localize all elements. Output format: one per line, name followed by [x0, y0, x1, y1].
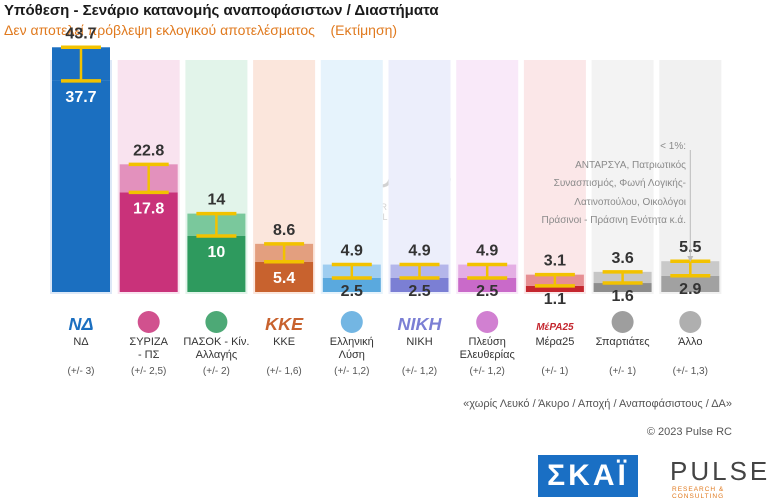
column-background: [523, 60, 586, 294]
category-label: ΚΚΕ: [273, 336, 295, 348]
margin-of-error: (+/- 2): [203, 366, 230, 377]
category-label: Ελευθερίας: [460, 349, 515, 361]
category-label: Μέρα25: [535, 336, 574, 348]
category-label: - ΠΣ: [138, 349, 160, 361]
party-logo-text: ΜέΡΑ25: [536, 322, 574, 333]
value-label-lower: 2.5: [341, 283, 363, 300]
party-logo-icon: [137, 311, 160, 333]
category-label: Αλλαγής: [196, 349, 237, 361]
margin-of-error: (+/- 1): [541, 366, 568, 377]
category-label: Πλεύση: [469, 336, 506, 348]
bar-lower: [390, 278, 449, 292]
margin-of-error: (+/- 1,2): [334, 366, 369, 377]
category-label: ΣΥΡΙΖΑ: [129, 336, 168, 348]
margin-of-error: (+/- 2,5): [131, 366, 166, 377]
note-connector-arrow: [687, 256, 694, 262]
note-line: < 1%:: [660, 141, 686, 152]
bar-lower: [458, 278, 517, 292]
value-label-lower: 2.5: [476, 283, 498, 300]
note-line: Πράσινοι - Πράσινη Ενότητα κ.ά.: [541, 215, 687, 226]
value-label-upper: 43.7: [65, 25, 96, 42]
margin-of-error: (+/- 3): [68, 366, 95, 377]
bar-lower: [322, 278, 381, 292]
exclusion-note: «χωρίς Λευκό / Άκυρο / Αποχή / Αναποφάσι…: [463, 398, 732, 410]
value-label-lower: 17.8: [133, 200, 164, 217]
bar-lower: [525, 285, 584, 292]
value-label-upper: 3.6: [611, 250, 633, 267]
bar-lower: [52, 80, 110, 292]
party-logo-text: ΚΚΕ: [265, 314, 304, 334]
note-line: Λατινοπούλου, Οικολόγοι: [574, 196, 686, 208]
value-label-lower: 5.4: [273, 270, 295, 287]
category-label: Ελληνική: [330, 336, 374, 348]
other-parties-note: < 1%: ΑΝΤΑΡΣΥΑ, Πατριωτικός Συνασπισμός,…: [508, 138, 687, 231]
margin-of-error: (+/- 1): [609, 366, 636, 377]
column-background: [456, 60, 519, 294]
value-label-upper: 3.1: [544, 253, 566, 270]
party-logo-icon: [611, 311, 634, 333]
party-logo-text: ΝΙΚΗ: [398, 314, 443, 334]
party-logo-icon: [205, 311, 228, 333]
margin-of-error: (+/- 1,3): [673, 366, 708, 377]
value-label-upper: 8.6: [273, 222, 295, 239]
category-label: Άλλο: [678, 336, 702, 348]
margin-of-error: (+/- 1,2): [470, 366, 505, 377]
value-label-upper: 14: [208, 192, 226, 209]
category-label: ΠΑΣΟΚ - Κίν.: [183, 336, 249, 348]
bar-lower: [255, 261, 314, 292]
value-label-lower: 2.5: [408, 283, 430, 300]
copyright: © 2023 Pulse RC: [646, 426, 732, 438]
pulse-logo-brand: PULSE: [670, 456, 771, 486]
margin-of-error: (+/- 1,2): [402, 366, 437, 377]
note-line: ΑΝΤΑΡΣΥΑ, Πατριωτικός: [575, 159, 686, 171]
bar-lower: [187, 236, 246, 292]
category-label: Λύση: [339, 349, 365, 361]
value-label-lower: 2.9: [679, 281, 701, 298]
margin-of-error: (+/- 1,6): [266, 366, 301, 377]
value-label-lower: 1.6: [611, 288, 633, 305]
bar-lower: [593, 283, 652, 292]
value-label-lower: 1.1: [544, 291, 566, 308]
column-background: [388, 60, 451, 294]
note-line: Συνασπισμός, Φωνή Λογικής-: [553, 178, 686, 189]
category-label: ΝΔ: [73, 336, 89, 348]
bar-lower: [119, 192, 178, 292]
party-logo-icon: [476, 311, 499, 333]
chart-subtitle: Δεν αποτελεί πρόβλεψη εκλογικού αποτελέσ…: [4, 22, 398, 38]
skai-logo: ΣΚΑΪ: [538, 455, 638, 497]
value-label-upper: 4.9: [408, 243, 430, 260]
bar-lower: [661, 275, 720, 292]
party-logo-icon: [340, 311, 363, 333]
pulse-logo-tagline: RESEARCH & CONSULTING: [672, 486, 725, 500]
party-logo-text: ΝΔ: [68, 314, 93, 334]
pulse-logo: PULSE RESEARCH & CONSULTING: [650, 454, 771, 500]
column-background: [320, 60, 383, 294]
value-label-upper: 22.8: [133, 142, 164, 159]
category-label: ΝΙΚΗ: [406, 336, 432, 348]
value-label-upper: 4.9: [341, 243, 363, 260]
chart-title: Υπόθεση - Σενάριο κατανομής αναποφάσιστω…: [4, 2, 439, 19]
column-background: [591, 60, 654, 294]
value-label-upper: 4.9: [476, 243, 498, 260]
value-label-lower: 10: [208, 244, 226, 261]
party-logo-icon: [679, 311, 702, 333]
category-label: Σπαρτιάτες: [596, 336, 650, 348]
value-label-lower: 37.7: [65, 89, 96, 106]
